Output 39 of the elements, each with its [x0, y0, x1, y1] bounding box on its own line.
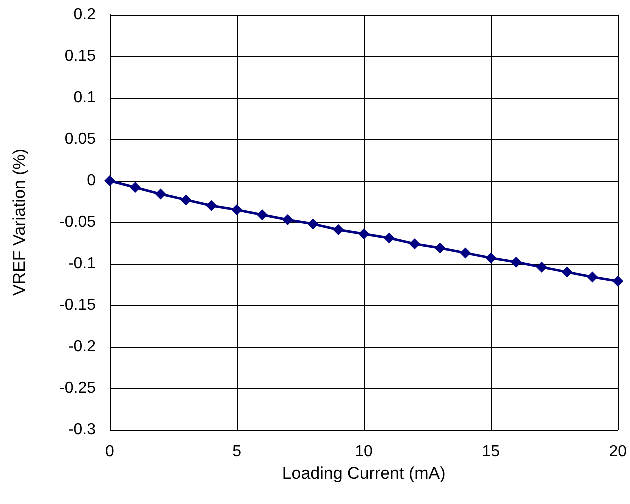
point — [308, 218, 319, 230]
point — [612, 276, 624, 287]
x-tick-label: 5 — [232, 444, 242, 460]
point — [206, 200, 218, 212]
point — [486, 252, 497, 264]
point — [409, 238, 420, 250]
point — [333, 224, 344, 236]
point — [510, 256, 522, 268]
point — [232, 204, 243, 216]
x-tick-label: 20 — [609, 444, 628, 460]
y-tick-label: 0.1 — [74, 90, 96, 106]
x-tick-label: 15 — [482, 444, 500, 460]
point — [434, 242, 446, 254]
point — [384, 232, 395, 244]
y-tick-label: -0.25 — [60, 380, 96, 397]
y-tick-label: -0.1 — [68, 256, 96, 272]
y-tick-label: -0.2 — [68, 338, 96, 356]
y-tick-label: 0.05 — [64, 131, 96, 148]
point — [587, 272, 598, 283]
y-tick-label: 0 — [87, 172, 96, 190]
x-tick-label: 0 — [106, 444, 115, 460]
y-tick-label: -0.05 — [60, 214, 96, 231]
x-axis-title: Loading Current (mA) — [282, 464, 446, 483]
y-tick-label: -0.3 — [68, 422, 96, 438]
y-tick-label: 0.2 — [74, 6, 96, 24]
point — [460, 248, 472, 259]
point — [256, 210, 268, 221]
point — [282, 214, 294, 226]
y-axis-title: VREF Variation (%) — [10, 148, 29, 296]
y-tick-label: -0.15 — [60, 297, 96, 314]
point — [104, 176, 116, 186]
point — [536, 262, 548, 273]
point — [180, 194, 192, 206]
x-tick-label: 10 — [355, 444, 374, 460]
point — [130, 182, 141, 194]
point — [155, 188, 166, 200]
point — [358, 228, 370, 240]
y-tick-label: 0.15 — [64, 48, 96, 65]
point — [562, 266, 573, 278]
